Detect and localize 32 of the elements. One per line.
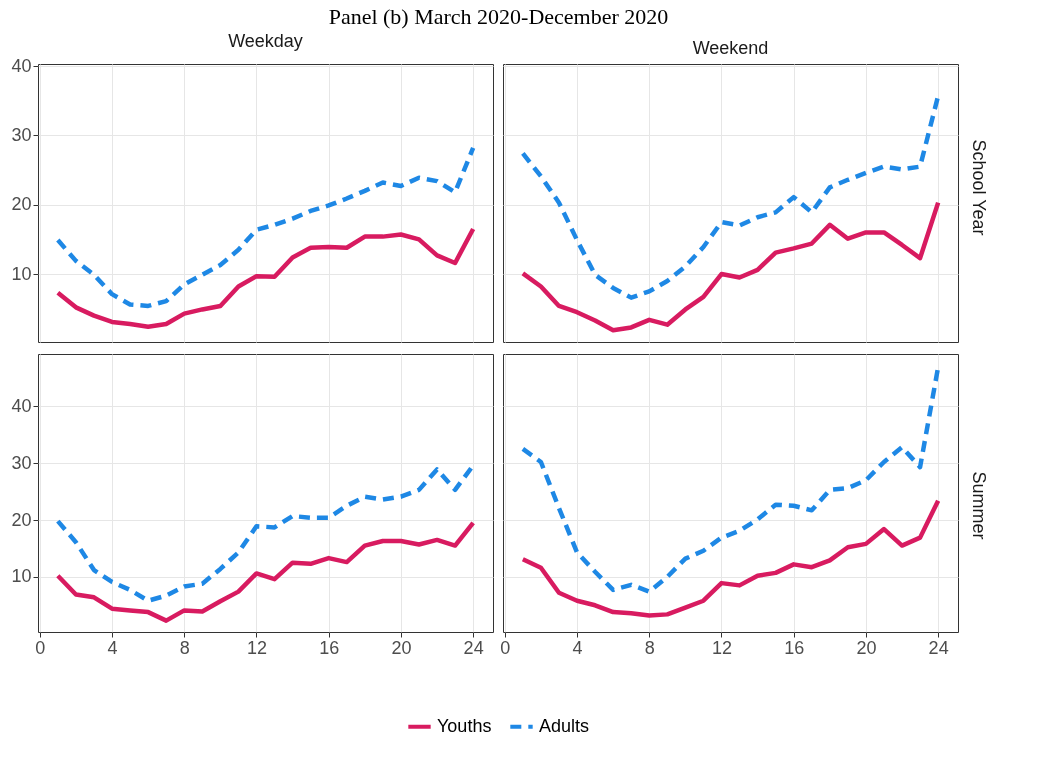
x-tick-label: 12 bbox=[711, 637, 732, 658]
y-tick-label: 30 bbox=[11, 452, 32, 473]
x-tick-label: 4 bbox=[572, 637, 583, 658]
x-tick-label: 20 bbox=[856, 637, 877, 658]
line-series bbox=[55, 145, 476, 309]
legend-label: Youths bbox=[437, 715, 492, 736]
x-tick-label: 0 bbox=[500, 637, 511, 658]
chart-title: Panel (b) March 2020-December 2020 bbox=[328, 3, 669, 29]
x-tick-label: 0 bbox=[35, 637, 46, 658]
x-tick-label: 12 bbox=[246, 637, 267, 658]
y-tick-label: 30 bbox=[11, 124, 32, 145]
x-tick-label: 8 bbox=[179, 637, 190, 658]
x-tick-label: 16 bbox=[319, 637, 340, 658]
chart-subtitle: Weekday bbox=[228, 31, 303, 52]
y-tick-label: 40 bbox=[11, 395, 32, 416]
x-tick-label: 20 bbox=[391, 637, 412, 658]
y-tick-label: 20 bbox=[11, 194, 32, 215]
line-series bbox=[55, 520, 476, 623]
x-tick-label: 24 bbox=[928, 637, 949, 658]
y-tick-label: 20 bbox=[11, 509, 32, 530]
x-tick-label: 24 bbox=[463, 637, 484, 658]
y2-axis-title: Summer bbox=[968, 471, 989, 540]
chart-subtitle: Weekend bbox=[692, 38, 769, 58]
legend-label: Adults bbox=[539, 715, 590, 736]
x-tick-label: 4 bbox=[107, 637, 118, 658]
y-tick-label: 10 bbox=[11, 566, 32, 587]
x-tick-label: 8 bbox=[644, 637, 655, 658]
y-tick-label: 40 bbox=[11, 55, 32, 76]
line-series bbox=[55, 226, 476, 329]
x-tick-label: 16 bbox=[784, 637, 805, 658]
y-tick-label: 10 bbox=[11, 263, 32, 284]
y2-axis-title: School Year bbox=[968, 139, 989, 236]
